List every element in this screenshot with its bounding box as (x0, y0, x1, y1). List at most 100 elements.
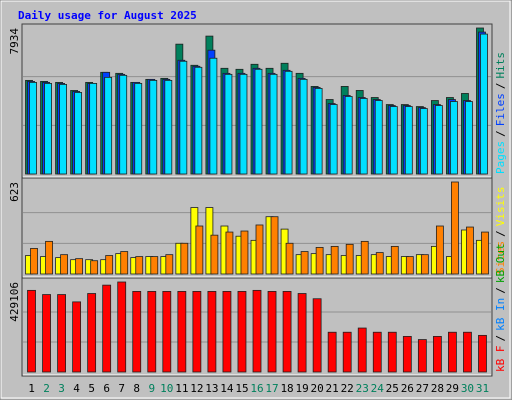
bar (29, 81, 37, 175)
bar (87, 293, 97, 373)
legend-separator: / (494, 287, 507, 294)
legend-entry: Visits (494, 187, 507, 227)
bar (209, 57, 218, 175)
bar (74, 92, 83, 175)
x-tick-label: 5 (88, 382, 95, 395)
bar (222, 291, 232, 373)
bar (104, 76, 113, 175)
bar (119, 74, 128, 175)
bar (60, 254, 68, 275)
bar (149, 79, 158, 175)
bar (314, 88, 323, 175)
legend: Sites / Visits (494, 187, 507, 275)
x-tick-label: 10 (160, 382, 173, 395)
bar (404, 106, 413, 175)
x-tick-label: 30 (461, 382, 474, 395)
bar (435, 225, 444, 275)
bar (387, 331, 397, 373)
x-tick-label: 23 (356, 382, 369, 395)
x-tick-label: 17 (265, 382, 278, 395)
bar (150, 256, 159, 275)
bar (390, 245, 399, 275)
bar (315, 247, 324, 275)
bar (120, 251, 129, 275)
bar (420, 254, 429, 275)
bar (72, 301, 82, 373)
bar (450, 101, 458, 175)
bar (59, 84, 67, 175)
bar (180, 242, 189, 275)
bar (240, 230, 249, 275)
bar (466, 226, 474, 275)
bar (372, 331, 382, 373)
x-tick-label: 29 (446, 382, 459, 395)
bar (300, 251, 309, 275)
chart-title: Daily usage for August 2025 (18, 9, 197, 22)
bar (465, 101, 473, 175)
bar (237, 291, 247, 373)
bar (480, 33, 488, 175)
legend-separator: / (494, 335, 507, 342)
legend-entry: Pages (494, 141, 507, 174)
bar (434, 105, 443, 175)
bar (89, 83, 98, 175)
x-tick-label: 22 (341, 382, 354, 395)
bar (451, 181, 459, 275)
bar (117, 281, 127, 373)
x-tick-label: 11 (175, 382, 188, 395)
y-tick-label: 7934 (8, 28, 21, 55)
x-tick-label: 16 (250, 382, 263, 395)
bar (57, 294, 66, 373)
x-tick-label: 14 (220, 382, 234, 395)
y-tick-label: 623 (8, 182, 21, 202)
legend-entry: kB In (494, 298, 507, 331)
bar (389, 106, 398, 175)
legend-entry: Files (494, 93, 507, 126)
bar (179, 60, 188, 175)
bar (45, 240, 53, 275)
bar (312, 298, 322, 373)
x-tick-label: 25 (386, 382, 399, 395)
bar (405, 256, 414, 275)
legend-entry: kB Out (494, 243, 507, 283)
bar (224, 73, 233, 175)
bar (481, 231, 489, 275)
x-tick-label: 15 (235, 382, 248, 395)
bar (270, 216, 279, 275)
legend-entry: kB F (494, 346, 507, 373)
x-tick-label: 28 (431, 382, 444, 395)
x-tick-label: 9 (148, 382, 155, 395)
bar (432, 336, 442, 373)
x-tick-label: 31 (476, 382, 489, 395)
bar (402, 336, 412, 373)
x-tick-label: 19 (295, 382, 308, 395)
bar (44, 83, 52, 175)
bar (299, 78, 308, 175)
x-tick-label: 6 (103, 382, 110, 395)
x-tick-label: 8 (133, 382, 140, 395)
x-tick-label: 27 (416, 382, 429, 395)
legend-separator: / (494, 130, 507, 137)
legend-separator: / (494, 83, 507, 90)
bar (330, 245, 339, 275)
bar (344, 96, 353, 175)
bar (374, 100, 383, 175)
bar (210, 234, 219, 275)
x-tick-label: 7 (118, 382, 125, 395)
bar (105, 255, 114, 275)
legend-entry: Sites (494, 241, 507, 274)
legend-separator: / (494, 230, 507, 237)
bar (164, 79, 173, 175)
x-tick-label: 4 (73, 382, 80, 395)
bar (135, 256, 144, 275)
bar (327, 331, 337, 373)
bar (478, 334, 487, 373)
bar (225, 231, 234, 275)
bar (419, 108, 428, 175)
bar (417, 339, 427, 373)
bar (448, 331, 457, 373)
x-tick-label: 1 (28, 382, 35, 395)
bar (285, 242, 294, 275)
